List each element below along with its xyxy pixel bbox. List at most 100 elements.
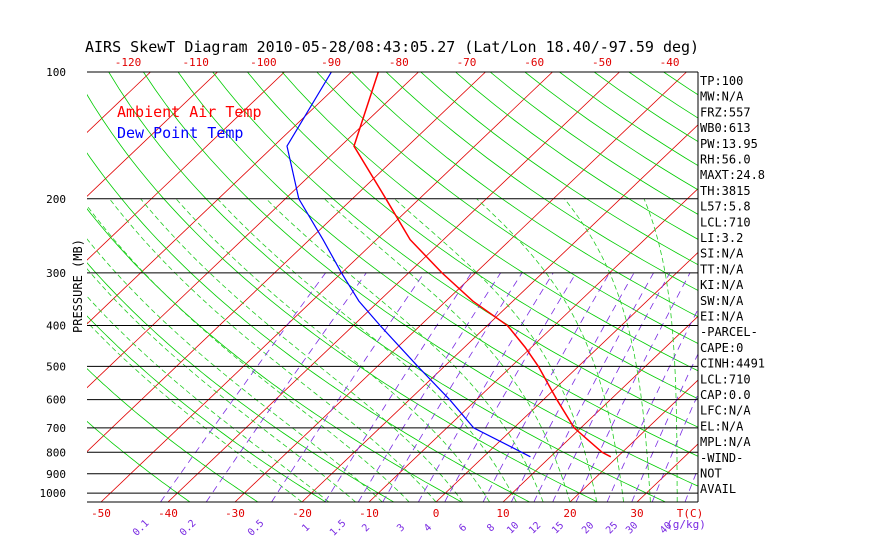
legend: Ambient Air Temp Dew Point Temp (117, 103, 262, 142)
bottom-temp-tick-label: 0 (433, 507, 440, 520)
mixing-ratio-line (324, 272, 472, 502)
mixing-ratio-label: 1 (300, 522, 312, 534)
index-item: MPL:N/A (700, 435, 751, 449)
y-axis-label: PRESSURE (MB) (71, 239, 85, 333)
mixing-ratio-label: 0.1 (131, 518, 152, 539)
moist-adiabat-line (140, 198, 464, 502)
isotherm-line (234, 72, 687, 502)
pressure-tick-label: 500 (46, 360, 66, 373)
index-item: NOT (700, 467, 722, 481)
bottom-temp-tick-label: -50 (91, 507, 111, 520)
isotherm-line (771, 72, 870, 502)
index-item: LCL:710 (700, 215, 751, 229)
moist-adiabat-line (265, 198, 544, 502)
index-item: KI:N/A (700, 278, 744, 292)
bottom-temp-tick-label: -10 (359, 507, 379, 520)
mixing-ratio-label: 4 (422, 522, 434, 534)
isotherm-line (87, 72, 419, 389)
temp-unit-label: T(C) (677, 507, 704, 520)
mixing-ratio-line (684, 467, 698, 502)
bottom-temp-tick-label: -20 (292, 507, 312, 520)
top-temp-tick-label: -100 (250, 56, 277, 69)
mixing-ratio-label: 0.2 (178, 518, 199, 539)
bottom-temp-tick-label: -40 (158, 507, 178, 520)
isotherm-line (87, 72, 285, 261)
mixing-ratio-label: 8 (485, 522, 497, 534)
dry-adiabat-line (420, 72, 698, 266)
dry-adiabat-line (524, 72, 698, 191)
isotherm-line (301, 124, 698, 502)
isotherm-line (0, 72, 17, 502)
index-item: LCL:710 (700, 372, 751, 386)
pressure-tick-label: 400 (46, 320, 66, 333)
dry-adiabat-line (489, 72, 698, 215)
isotherm-line (838, 72, 870, 502)
mixing-ratio-label: 3 (395, 522, 407, 534)
mixing-ratio-label: 0.5 (246, 518, 267, 539)
background-lines (0, 72, 870, 502)
mixing-ratio-line (482, 272, 610, 502)
index-item: SW:N/A (700, 294, 744, 308)
mixing-ratio-line (357, 272, 501, 502)
pressure-tick-label: 300 (46, 267, 66, 280)
air-temp-profile (353, 72, 612, 458)
index-item: EL:N/A (700, 419, 744, 433)
isotherm-line (435, 251, 698, 502)
index-item: RH:56.0 (700, 153, 751, 167)
pressure-tick-label: 900 (46, 468, 66, 481)
top-temp-tick-label: -110 (182, 56, 209, 69)
dry-adiabat-line (351, 72, 698, 318)
moist-adiabat-line (217, 198, 517, 502)
mixing-ratio-line (444, 272, 577, 502)
index-item: EI:N/A (700, 310, 744, 324)
mixing-ratio-line (606, 308, 698, 502)
isotherm-line (87, 72, 352, 325)
dry-adiabat-line (87, 93, 598, 502)
dry-adiabat-line (87, 152, 530, 502)
top-temp-tick-label: -70 (457, 56, 477, 69)
mixing-ratio-line (651, 393, 698, 502)
mixing-ratio-line (575, 272, 691, 502)
index-item: MW:N/A (700, 90, 744, 104)
bottom-temp-tick-label: 20 (563, 507, 576, 520)
top-temp-tick-label: -50 (592, 56, 612, 69)
mixing-ratio-label: 10 (505, 520, 521, 536)
top-temp-tick-label: -40 (660, 56, 680, 69)
top-temp-tick-label: -80 (389, 56, 409, 69)
legend-entry: Ambient Air Temp (117, 103, 262, 121)
pressure-tick-label: 1000 (40, 487, 67, 500)
mixing-ratio-line (271, 272, 425, 502)
dry-adiabat-line (177, 72, 698, 457)
index-item: CAPE:0 (700, 341, 743, 355)
moist-adiabat-line (87, 238, 383, 502)
mixing-ratio-label: 20 (580, 520, 596, 536)
pressure-tick-label: 600 (46, 394, 66, 407)
isotherm-line (502, 315, 698, 502)
moist-adiabat-line (87, 268, 356, 502)
moist-adiabat-line (109, 198, 437, 502)
isotherm-line (87, 72, 218, 197)
isotherm-line (569, 379, 698, 502)
pressure-tick-label: 800 (46, 446, 66, 459)
pressure-lines (87, 198, 698, 494)
dry-adiabat-line (87, 420, 191, 502)
dew-point-profile (286, 72, 531, 458)
moist-adiabat-line (175, 198, 490, 502)
pressure-tick-label: 200 (46, 193, 66, 206)
mixing-ratio-label: 1.5 (328, 518, 349, 539)
index-item: WB0:613 (700, 121, 751, 135)
isotherm-line (87, 72, 486, 453)
mixing-ratio-line (510, 272, 635, 502)
mixing-ratio-line (160, 272, 326, 502)
dry-adiabat-line (663, 72, 698, 96)
top-temp-tick-label: -120 (115, 56, 142, 69)
dry-adiabat-line (247, 72, 698, 400)
moist-adiabat-line (476, 198, 624, 502)
index-item: TP:100 (700, 74, 743, 88)
chart-title: AIRS SkewT Diagram 2010-05-28/08:43:05.2… (85, 38, 699, 56)
mixing-ratio-label: 15 (550, 520, 566, 536)
mixing-ratio-label: 6 (457, 522, 469, 534)
moist-adiabat-line (643, 198, 678, 502)
